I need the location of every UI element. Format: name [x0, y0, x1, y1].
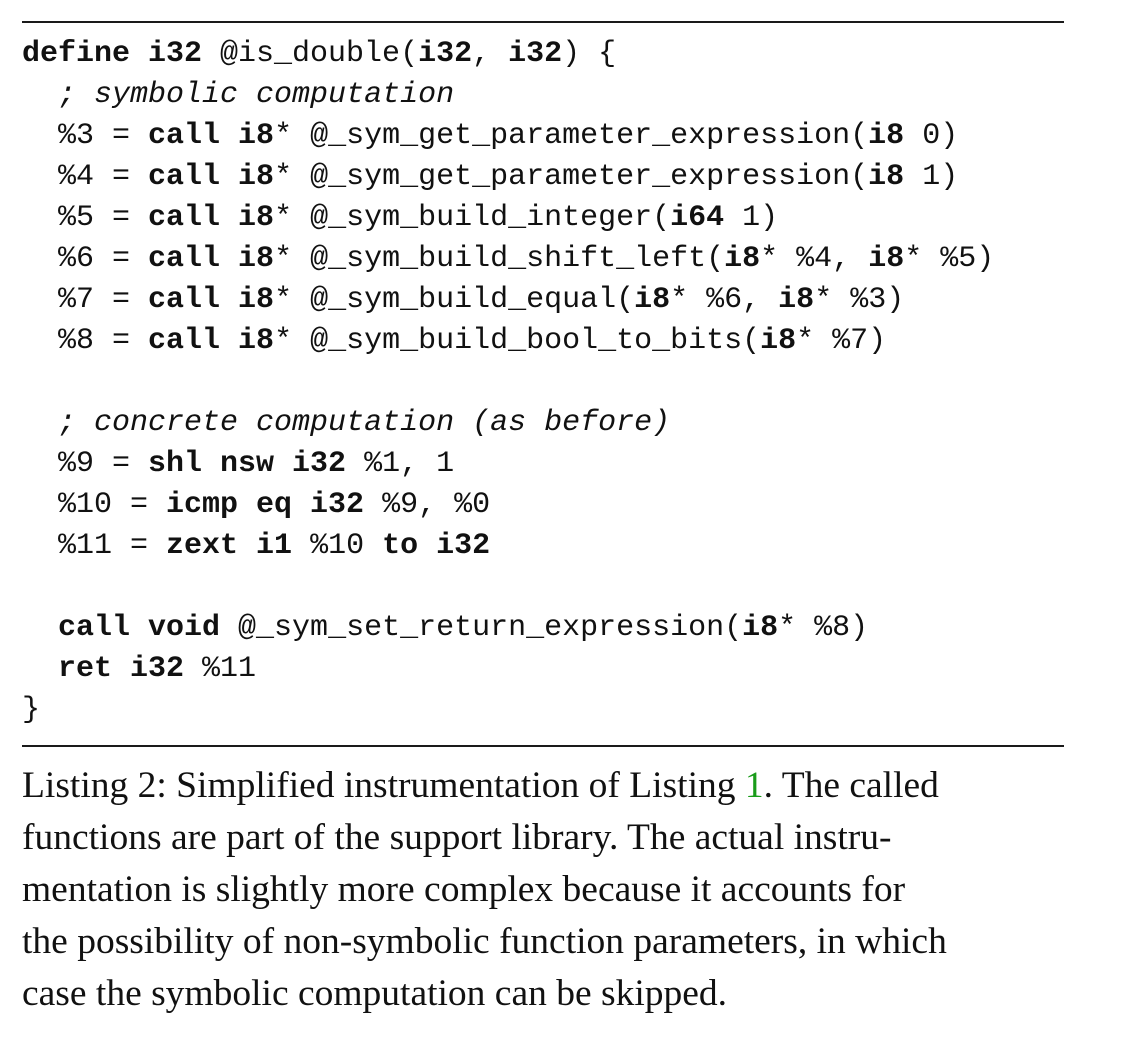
code-text: %7 =: [22, 283, 149, 317]
code-keyword: zext i1: [166, 529, 293, 563]
code-text: [22, 406, 58, 440]
code-text: * %5): [904, 242, 995, 276]
code-text: %11 =: [22, 529, 167, 563]
code-text: %5 =: [22, 201, 149, 235]
code-line: ; symbolic computation: [22, 75, 1142, 116]
code-keyword: i8: [724, 242, 761, 276]
code-text: * %8): [778, 611, 869, 645]
bottom-rule: [22, 745, 1064, 747]
code-line: %10 = icmp eq i32 %9, %0: [22, 485, 1142, 526]
code-text: 1): [904, 160, 959, 194]
code-text: [22, 78, 58, 112]
code-text: [22, 652, 58, 686]
code-line: define i32 @is_double(i32, i32) {: [22, 34, 1142, 75]
code-text: * @_sym_build_integer(: [274, 201, 671, 235]
code-line: %8 = call i8* @_sym_build_bool_to_bits(i…: [22, 321, 1142, 362]
code-text: %4 =: [22, 160, 149, 194]
code-keyword: define i32: [22, 37, 203, 71]
caption-line-2: functions are part of the support librar…: [22, 817, 892, 858]
code-text: * @_sym_build_shift_left(: [274, 242, 725, 276]
code-text: * %6,: [670, 283, 779, 317]
code-text: [22, 611, 58, 645]
code-keyword: call i8: [148, 201, 275, 235]
code-text: * %4,: [760, 242, 869, 276]
code-text: %10: [292, 529, 383, 563]
listing-reference-link[interactable]: 1: [744, 765, 764, 806]
code-text: * @_sym_get_parameter_expression(: [274, 119, 869, 153]
caption-line-3: mentation is slightly more complex becau…: [22, 869, 906, 910]
caption-line-5: case the symbolic computation can be ski…: [22, 973, 728, 1014]
code-keyword: call i8: [148, 119, 275, 153]
code-line: ret i32 %11: [22, 649, 1142, 690]
caption-line-4: the possibility of non-symbolic function…: [22, 921, 947, 962]
code-keyword: call i8: [148, 160, 275, 194]
code-keyword: call i8: [148, 283, 275, 317]
code-text: %11: [184, 652, 257, 686]
code-keyword: i8: [868, 160, 905, 194]
code-text: * %3): [814, 283, 905, 317]
code-keyword: call i8: [148, 242, 275, 276]
code-comment: ; concrete computation (as before): [58, 406, 671, 440]
code-text: * @_sym_get_parameter_expression(: [274, 160, 869, 194]
code-line: %4 = call i8* @_sym_get_parameter_expres…: [22, 157, 1142, 198]
code-blank-line: [22, 567, 1142, 608]
code-text: * @_sym_build_bool_to_bits(: [274, 324, 761, 358]
code-keyword: ret i32: [58, 652, 185, 686]
code-text: * @_sym_build_equal(: [274, 283, 635, 317]
code-text: }: [22, 693, 41, 727]
code-keyword: i32: [418, 37, 473, 71]
code-listing: define i32 @is_double(i32, i32) { ; symb…: [22, 34, 1142, 731]
code-text: @_sym_set_return_expression(: [220, 611, 743, 645]
code-keyword: icmp eq i32: [166, 488, 365, 522]
code-keyword: call void: [58, 611, 221, 645]
code-text: %1, 1: [346, 447, 455, 481]
caption-line-1: Listing 2: Simplified instrumentation of…: [22, 760, 1067, 812]
code-line: %9 = shl nsw i32 %1, 1: [22, 444, 1142, 485]
code-keyword: i8: [742, 611, 779, 645]
code-line: %5 = call i8* @_sym_build_integer(i64 1): [22, 198, 1142, 239]
caption-line-1-rest: . The called: [763, 765, 939, 806]
code-text: 1): [724, 201, 779, 235]
code-text: %9 =: [22, 447, 149, 481]
code-text: ,: [472, 37, 509, 71]
code-line: %6 = call i8* @_sym_build_shift_left(i8*…: [22, 239, 1142, 280]
code-keyword: i8: [760, 324, 797, 358]
code-text: %9, %0: [364, 488, 491, 522]
code-text: %6 =: [22, 242, 149, 276]
code-text: %3 =: [22, 119, 149, 153]
code-text: %8 =: [22, 324, 149, 358]
code-keyword: call i8: [148, 324, 275, 358]
code-line: %3 = call i8* @_sym_get_parameter_expres…: [22, 116, 1142, 157]
code-keyword: i8: [634, 283, 671, 317]
code-keyword: i8: [868, 119, 905, 153]
code-text: 0): [904, 119, 959, 153]
code-text: @is_double(: [202, 37, 419, 71]
code-line: call void @_sym_set_return_expression(i8…: [22, 608, 1142, 649]
code-keyword: to i32: [382, 529, 491, 563]
caption-prefix: Listing 2: Simplified instrumentation of…: [22, 765, 745, 806]
code-line: ; concrete computation (as before): [22, 403, 1142, 444]
code-line: %7 = call i8* @_sym_build_equal(i8* %6, …: [22, 280, 1142, 321]
top-rule: [22, 21, 1064, 23]
code-text: ) {: [562, 37, 617, 71]
code-text: * %7): [796, 324, 887, 358]
code-keyword: i32: [508, 37, 563, 71]
code-blank-line: [22, 362, 1142, 403]
code-keyword: shl nsw i32: [148, 447, 347, 481]
code-comment: ; symbolic computation: [58, 78, 455, 112]
code-keyword: i8: [778, 283, 815, 317]
listing-caption: Listing 2: Simplified instrumentation of…: [22, 760, 1067, 1020]
code-line: %11 = zext i1 %10 to i32: [22, 526, 1142, 567]
code-line: }: [22, 690, 1142, 731]
code-keyword: i8: [868, 242, 905, 276]
code-keyword: i64: [670, 201, 725, 235]
code-text: %10 =: [22, 488, 167, 522]
